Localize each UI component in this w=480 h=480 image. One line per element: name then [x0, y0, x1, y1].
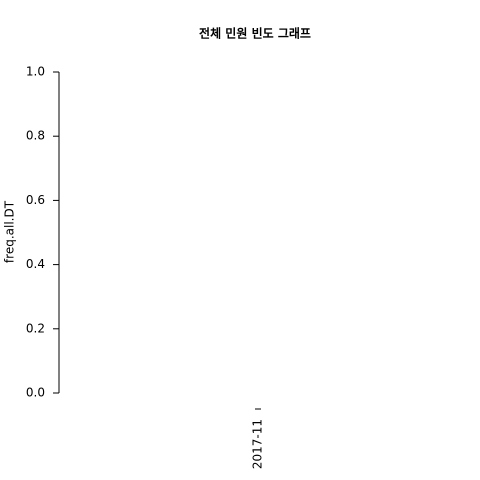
x-tick-label: 2017-11	[251, 419, 265, 469]
y-tick-label: 0.2	[26, 321, 45, 335]
y-tick-label: 1.0	[26, 65, 45, 79]
y-tick-label: 0.8	[26, 129, 45, 143]
y-tick-label: 0.6	[26, 193, 45, 207]
chart-title: 전체 민원 빈도 그래프	[199, 26, 311, 41]
y-tick-label: 0.0	[26, 386, 45, 400]
y-tick-label: 0.4	[26, 257, 45, 271]
y-axis-label: freq.all.DT	[3, 200, 17, 263]
